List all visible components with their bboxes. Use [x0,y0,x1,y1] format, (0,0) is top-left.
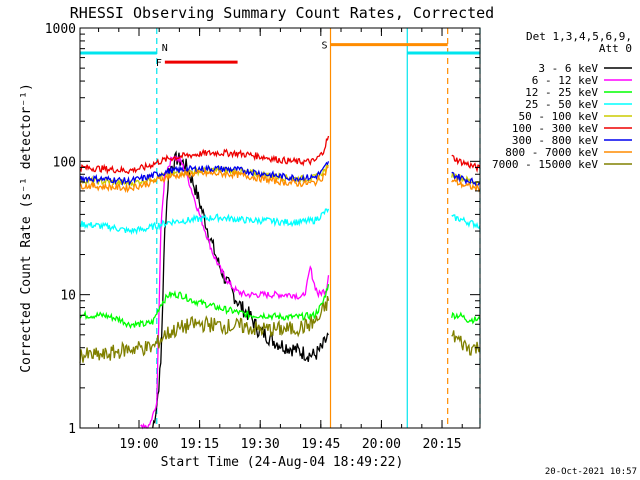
x-axis-ticks: 19:00 19:15 19:30 19:45 20:00 20:15 [98,28,463,452]
legend-entry-label: 25 - 50 keV [525,98,598,111]
series-line [79,208,330,236]
y-tick-label: 100 [53,155,76,170]
flag-label: S [321,41,327,52]
legend-entry-label: 300 - 800 keV [512,134,598,147]
legend-entry-label: 100 - 300 keV [512,122,598,135]
series-line [79,165,329,194]
x-tick-label: 19:45 [301,437,340,452]
flag-label: N [162,43,168,54]
state-flags: NF S [80,41,480,69]
legend-entry-label: 50 - 100 keV [519,110,599,123]
series-line [79,295,330,364]
y-tick-label: 1 [68,422,76,437]
legend-entry-label: 7000 - 15000 keV [492,158,598,171]
series-line [451,178,481,193]
series-line [451,214,481,230]
timestamp: 20-Oct-2021 10:57 [545,467,637,477]
x-tick-label: 19:00 [119,437,158,452]
y-axis-label: Corrected Count Rate (s⁻¹ detector⁻¹) [19,83,34,373]
series-line [79,283,330,330]
y-axis-ticks: 1 10 100 1000 [45,22,480,437]
y-tick-label: 1000 [45,22,76,37]
legend-entry-label: 12 - 25 keV [525,86,598,99]
legend-header: Att 0 [599,42,632,55]
x-tick-label: 20:00 [362,437,401,452]
y-tick-label: 10 [60,289,76,304]
x-tick-label: 20:15 [422,437,461,452]
legend-entry-label: 6 - 12 keV [532,74,599,87]
series-line [451,330,481,356]
flag-label: F [156,58,162,69]
plot-area [79,135,481,430]
x-tick-label: 19:15 [180,437,219,452]
series-line [451,171,481,187]
series-line [152,150,329,429]
series-line [451,154,481,173]
x-tick-label: 19:30 [241,437,280,452]
legend-header: Det 1,3,4,5,6,9, [526,30,632,43]
series-line [140,154,330,430]
legend-entry-label: 3 - 6 keV [538,62,598,75]
series-line [79,161,330,187]
series-line [451,311,481,325]
series-line [79,135,330,175]
legend-entry-label: 800 - 7000 keV [505,146,598,159]
chart-title: RHESSI Observing Summary Count Rates, Co… [70,4,494,22]
x-axis-label: Start Time (24-Aug-04 18:49:22) [161,455,404,470]
